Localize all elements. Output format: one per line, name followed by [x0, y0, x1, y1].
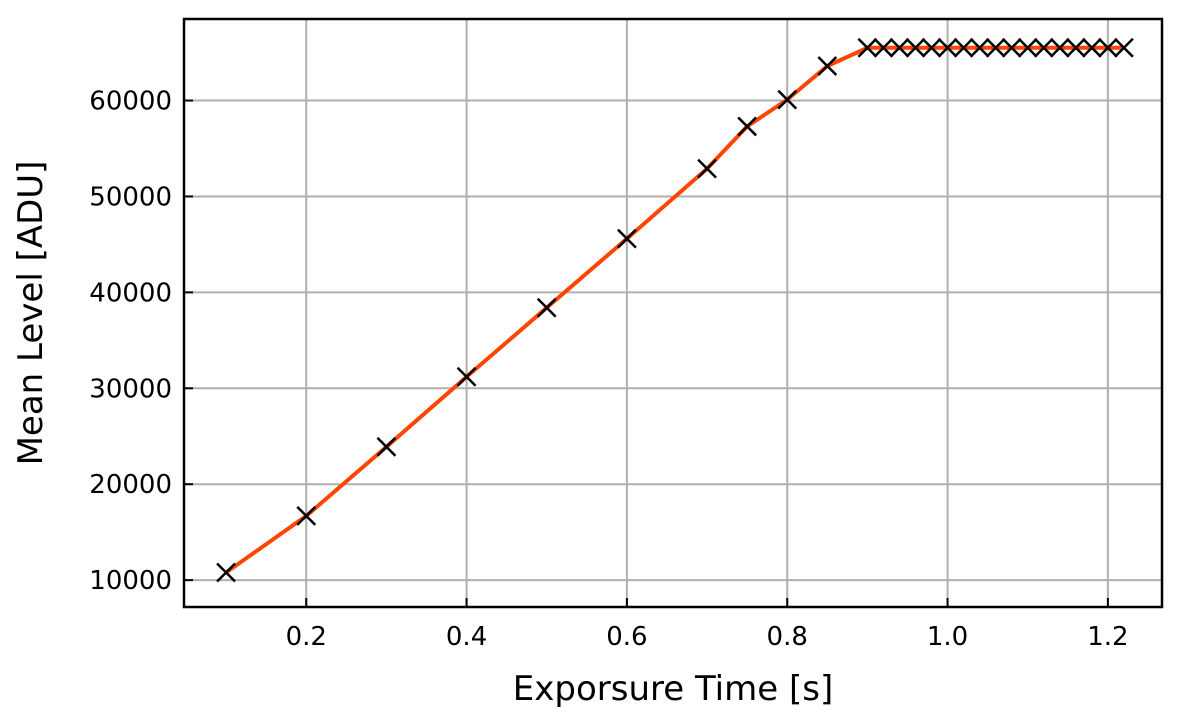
data-point-marker [905, 37, 926, 58]
data-point-marker [953, 37, 974, 58]
y-tick-label: 20000 [89, 470, 172, 500]
data-point-marker [1114, 37, 1134, 58]
plot-frame [182, 17, 1164, 609]
data-point-marker [456, 366, 477, 387]
data-point-marker [1081, 37, 1102, 58]
y-tick-label: 50000 [89, 182, 172, 212]
data-point-marker [1033, 37, 1054, 58]
data-point-marker [617, 228, 637, 249]
y-tick-label: 30000 [89, 374, 172, 404]
y-tick-label: 40000 [89, 278, 172, 308]
tick-layer: 0.2 0.4 0.6 0.8 1.0 1.2 10000 20000 30000 40000 50… [89, 87, 1128, 652]
x-tick-label: 0.4 [446, 622, 487, 652]
x-tick-label: 1.0 [927, 622, 968, 652]
x-tick-label: 0.2 [286, 622, 327, 652]
data-point-marker [777, 89, 798, 110]
series-layer [216, 37, 1134, 583]
data-point-marker [969, 37, 990, 58]
grid-layer [184, 19, 1162, 607]
data-point-marker [889, 37, 910, 58]
data-point-marker [1001, 37, 1022, 58]
data-point-marker [296, 505, 317, 526]
data-point-marker [536, 297, 557, 318]
x-tick-label: 1.2 [1087, 622, 1128, 652]
x-tick-label: 0.8 [767, 622, 808, 652]
series-line [224, 45, 1124, 575]
y-tick-label: 60000 [89, 87, 172, 117]
data-point-marker [857, 37, 878, 58]
data-point-marker [376, 436, 397, 457]
data-point-marker [937, 37, 958, 58]
data-point-marker [1098, 37, 1118, 58]
data-point-marker [697, 158, 717, 179]
data-point-marker [817, 56, 838, 76]
y-tick-label: 10000 [89, 566, 172, 596]
data-point-marker [1017, 37, 1038, 58]
data-point-marker [216, 562, 236, 583]
x-tick-label: 0.6 [606, 622, 647, 652]
data-point-marker [1049, 37, 1070, 58]
x-axis-title: Exporsure Time [s] [513, 669, 833, 709]
data-point-marker [737, 116, 758, 137]
y-axis-title: Mean Level [ADU] [11, 161, 51, 466]
data-point-marker [873, 37, 894, 58]
data-point-marker [985, 37, 1006, 58]
data-point-marker [921, 37, 942, 58]
data-point-marker [1065, 37, 1086, 58]
